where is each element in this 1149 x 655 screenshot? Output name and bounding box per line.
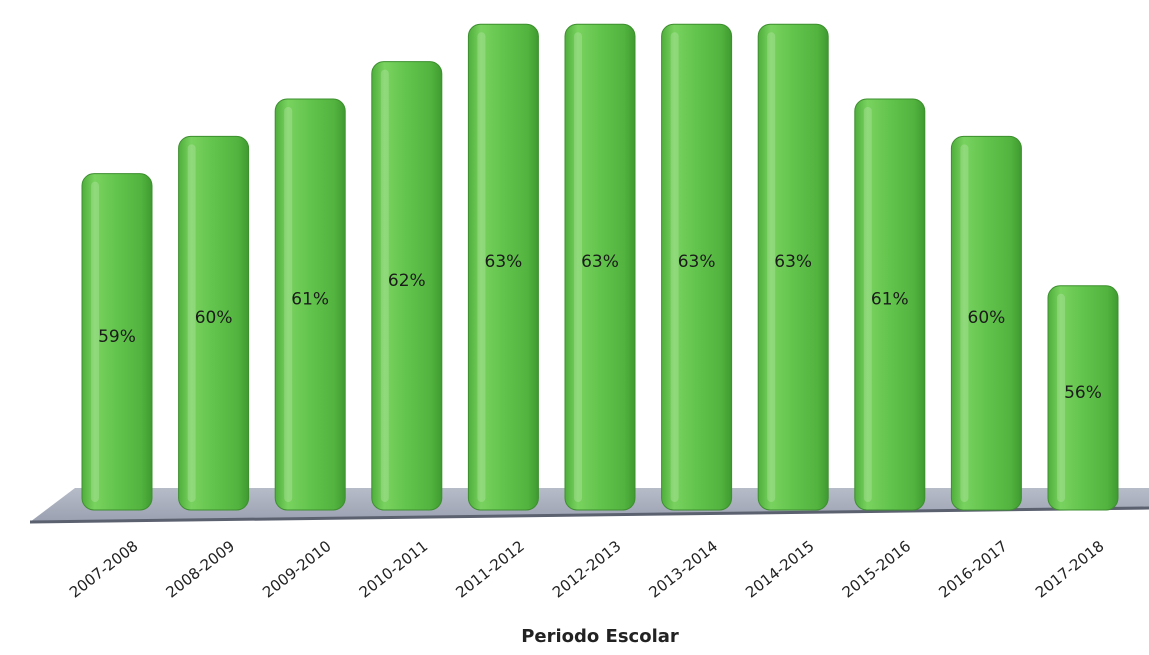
data-label: 59% bbox=[98, 327, 136, 347]
x-tick-label: 2007-2008 bbox=[66, 537, 142, 602]
bar-highlight bbox=[284, 106, 293, 503]
data-label: 63% bbox=[774, 252, 812, 272]
bar-highlight bbox=[767, 32, 776, 503]
x-axis-title: Periodo Escolar bbox=[521, 626, 679, 647]
x-tick-label: 2016-2017 bbox=[935, 537, 1011, 602]
bar-2007-2008 bbox=[81, 173, 153, 511]
data-label: 62% bbox=[388, 271, 426, 291]
bar-highlight bbox=[1057, 293, 1065, 502]
x-tick-label: 2012-2013 bbox=[549, 537, 625, 602]
x-tick-label: 2014-2015 bbox=[742, 537, 818, 602]
bar-2013-2014 bbox=[661, 23, 733, 511]
data-label: 63% bbox=[678, 252, 716, 272]
x-tick-label: 2008-2009 bbox=[163, 537, 239, 602]
bar-2015-2016 bbox=[854, 98, 926, 511]
data-label: 63% bbox=[581, 252, 619, 272]
bar-2014-2015 bbox=[757, 23, 829, 511]
bar-2016-2017 bbox=[950, 135, 1022, 511]
bar-2011-2012 bbox=[467, 23, 539, 511]
data-label: 60% bbox=[195, 308, 233, 328]
data-label: 60% bbox=[968, 308, 1006, 328]
data-label: 61% bbox=[871, 289, 909, 309]
data-label: 61% bbox=[291, 289, 329, 309]
bar-highlight bbox=[863, 106, 872, 503]
x-tick-label: 2017-2018 bbox=[1032, 537, 1108, 602]
bar-highlight bbox=[380, 69, 389, 502]
x-tick-label: 2009-2010 bbox=[259, 537, 335, 602]
x-tick-label: 2015-2016 bbox=[839, 537, 915, 602]
x-tick-label: 2013-2014 bbox=[646, 537, 722, 602]
bar-series: 59% 60% 61% 62% 63% 63% 63% 63% 61% 60% 56% bbox=[81, 23, 1119, 511]
bar-2017-2018 bbox=[1047, 285, 1119, 511]
bar-highlight bbox=[91, 181, 99, 502]
bar-2009-2010 bbox=[274, 98, 346, 511]
x-tick-label: 2010-2011 bbox=[356, 537, 432, 602]
bar-highlight bbox=[187, 144, 196, 502]
bar-2008-2009 bbox=[178, 135, 250, 511]
bar-highlight bbox=[960, 144, 969, 502]
x-tick-label: 2011-2012 bbox=[452, 537, 528, 602]
x-axis-ticks: 2007-2008 2008-2009 2009-2010 2010-2011 2011… bbox=[66, 537, 1108, 602]
data-label: 56% bbox=[1064, 383, 1102, 403]
bar-highlight bbox=[574, 32, 582, 503]
bar-2010-2011 bbox=[371, 61, 443, 511]
data-label: 63% bbox=[485, 252, 523, 272]
bar-highlight bbox=[477, 32, 486, 503]
bar-highlight bbox=[670, 32, 679, 503]
bar-2012-2013 bbox=[564, 23, 636, 511]
